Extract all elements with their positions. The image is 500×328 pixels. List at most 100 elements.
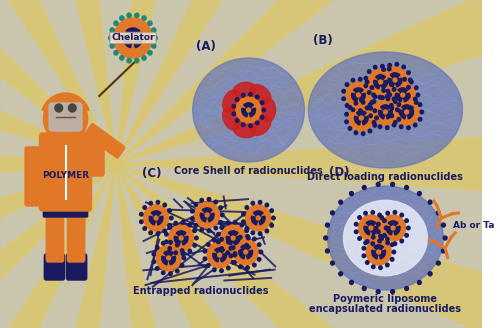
Circle shape <box>354 101 358 105</box>
Circle shape <box>382 89 386 92</box>
Ellipse shape <box>250 85 271 104</box>
Circle shape <box>110 28 114 32</box>
Circle shape <box>246 205 270 231</box>
Circle shape <box>354 131 358 134</box>
Circle shape <box>231 236 235 240</box>
Circle shape <box>358 215 384 241</box>
Circle shape <box>364 84 368 88</box>
Circle shape <box>326 249 330 253</box>
Wedge shape <box>241 245 250 252</box>
Text: POLYMER: POLYMER <box>42 172 89 180</box>
Circle shape <box>380 65 384 68</box>
Polygon shape <box>116 0 443 164</box>
Polygon shape <box>18 164 116 328</box>
Circle shape <box>373 124 376 127</box>
Circle shape <box>391 226 395 230</box>
Circle shape <box>251 201 254 205</box>
Circle shape <box>179 236 183 240</box>
Circle shape <box>392 97 396 101</box>
Circle shape <box>378 125 382 129</box>
Circle shape <box>371 242 374 245</box>
Circle shape <box>364 76 368 80</box>
Circle shape <box>350 192 354 195</box>
Circle shape <box>395 63 398 66</box>
Circle shape <box>352 108 355 112</box>
Circle shape <box>216 233 220 236</box>
Wedge shape <box>124 35 133 48</box>
Wedge shape <box>372 250 378 259</box>
Circle shape <box>386 126 389 130</box>
Wedge shape <box>215 248 224 255</box>
Circle shape <box>414 86 418 90</box>
Polygon shape <box>0 0 116 164</box>
Circle shape <box>386 212 390 215</box>
Circle shape <box>233 239 258 265</box>
Circle shape <box>190 217 194 221</box>
Circle shape <box>212 238 216 242</box>
Circle shape <box>168 226 172 229</box>
Circle shape <box>395 94 398 97</box>
Circle shape <box>369 114 372 117</box>
Circle shape <box>190 209 194 213</box>
Circle shape <box>400 125 403 129</box>
Circle shape <box>114 18 152 58</box>
Circle shape <box>180 249 184 253</box>
Circle shape <box>378 80 382 84</box>
Circle shape <box>154 216 158 220</box>
Wedge shape <box>395 78 402 87</box>
Circle shape <box>394 80 398 84</box>
Circle shape <box>168 272 172 276</box>
FancyBboxPatch shape <box>40 133 92 211</box>
Circle shape <box>220 226 224 229</box>
Circle shape <box>258 232 262 236</box>
Circle shape <box>260 115 264 119</box>
Circle shape <box>388 67 391 71</box>
Circle shape <box>143 227 146 230</box>
Circle shape <box>252 263 256 267</box>
Circle shape <box>378 82 382 86</box>
Circle shape <box>392 73 396 76</box>
Circle shape <box>256 216 260 220</box>
Circle shape <box>193 229 196 233</box>
Circle shape <box>406 126 410 130</box>
Circle shape <box>203 249 206 253</box>
Circle shape <box>219 220 222 224</box>
Circle shape <box>168 209 172 213</box>
Circle shape <box>354 222 358 226</box>
Circle shape <box>348 106 352 109</box>
Circle shape <box>114 51 118 55</box>
Wedge shape <box>386 226 393 235</box>
Circle shape <box>394 99 419 125</box>
Circle shape <box>362 246 366 250</box>
Circle shape <box>194 224 198 227</box>
Circle shape <box>358 109 362 113</box>
Circle shape <box>364 241 368 245</box>
Circle shape <box>142 16 146 20</box>
Circle shape <box>380 216 384 219</box>
Circle shape <box>399 110 402 114</box>
Circle shape <box>428 272 432 276</box>
Circle shape <box>362 132 365 135</box>
Ellipse shape <box>250 116 271 135</box>
Circle shape <box>374 65 377 69</box>
Circle shape <box>380 96 384 99</box>
Circle shape <box>234 220 236 224</box>
Circle shape <box>163 229 166 233</box>
Circle shape <box>246 266 250 270</box>
Circle shape <box>246 235 250 238</box>
Circle shape <box>236 97 261 123</box>
Text: Chelator: Chelator <box>111 33 154 43</box>
Circle shape <box>216 240 220 244</box>
Circle shape <box>379 266 382 270</box>
Circle shape <box>390 243 394 246</box>
FancyBboxPatch shape <box>85 124 124 158</box>
Circle shape <box>232 260 235 264</box>
Circle shape <box>236 119 239 122</box>
Circle shape <box>362 186 366 190</box>
Circle shape <box>414 97 417 101</box>
Circle shape <box>134 13 139 18</box>
Circle shape <box>245 206 248 209</box>
Circle shape <box>390 104 393 107</box>
Circle shape <box>176 269 179 273</box>
Wedge shape <box>371 226 378 235</box>
